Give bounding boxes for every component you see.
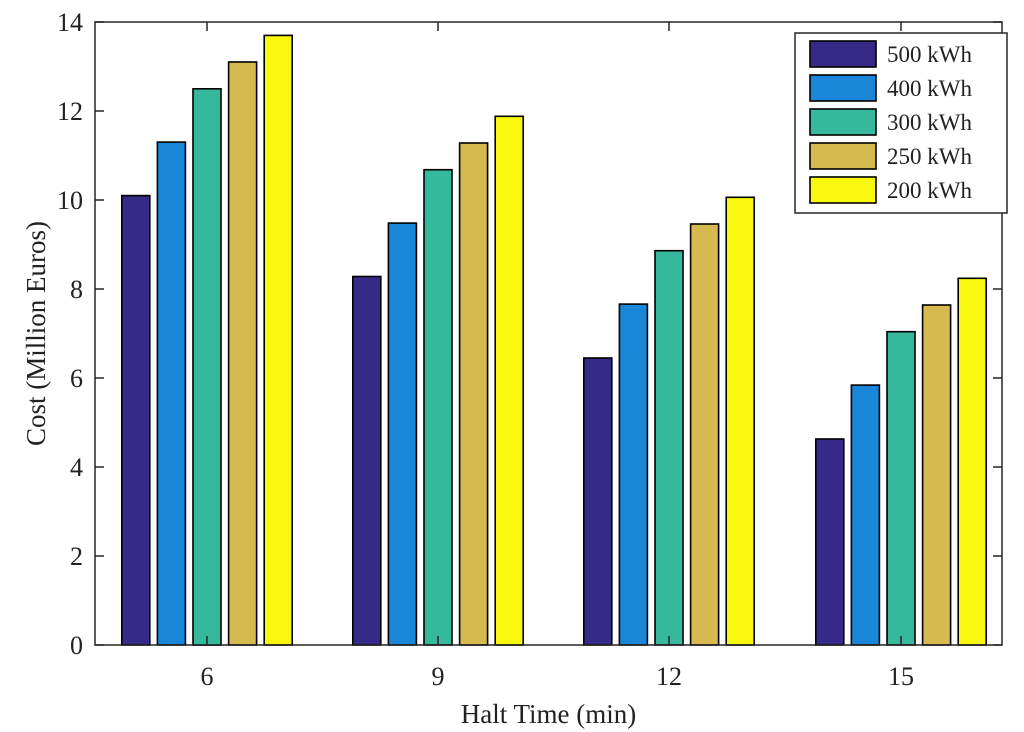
legend-label: 500 kWh	[887, 42, 972, 67]
legend-swatch	[810, 41, 876, 67]
bar-300-kwh-halt-6	[193, 89, 221, 645]
y-tick-label: 10	[57, 186, 83, 215]
legend-label: 400 kWh	[887, 76, 972, 101]
bar-200-kwh-halt-12	[726, 197, 754, 645]
bar-400-kwh-halt-9	[388, 223, 416, 645]
x-tick-label: 12	[656, 662, 682, 691]
bar-400-kwh-halt-15	[851, 385, 879, 645]
bar-500-kwh-halt-6	[122, 196, 150, 645]
bar-250-kwh-halt-6	[229, 62, 257, 645]
bar-500-kwh-halt-15	[816, 439, 844, 645]
bar-200-kwh-halt-15	[958, 278, 986, 645]
x-tick-label: 15	[888, 662, 914, 691]
y-tick-label: 0	[70, 631, 83, 660]
legend-swatch	[810, 75, 876, 101]
bar-200-kwh-halt-9	[495, 116, 523, 645]
legend-swatch	[810, 109, 876, 135]
bar-500-kwh-halt-12	[584, 358, 612, 645]
x-axis-title: Halt Time (min)	[461, 699, 637, 729]
legend: 500 kWh 400 kWh 300 kWh 250 kWh 200 kWh	[795, 33, 1007, 213]
bar-300-kwh-halt-15	[887, 332, 915, 645]
legend-swatch	[810, 177, 876, 203]
legend-label: 250 kWh	[887, 144, 972, 169]
legend-swatch	[810, 143, 876, 169]
bar-250-kwh-halt-12	[691, 224, 719, 645]
legend-label: 200 kWh	[887, 178, 972, 203]
y-tick-label: 4	[70, 453, 83, 482]
y-tick-label: 6	[70, 364, 83, 393]
y-tick-label: 14	[57, 8, 83, 37]
bar-300-kwh-halt-12	[655, 251, 683, 645]
x-tick-label: 6	[201, 662, 214, 691]
x-tick-label: 9	[432, 662, 445, 691]
y-tick-label: 12	[57, 97, 83, 126]
bar-250-kwh-halt-15	[923, 305, 951, 645]
bar-200-kwh-halt-6	[264, 35, 292, 645]
bar-400-kwh-halt-6	[157, 142, 185, 645]
y-tick-label: 2	[70, 542, 83, 571]
bar-300-kwh-halt-9	[424, 170, 452, 645]
y-tick-label: 8	[70, 275, 83, 304]
bar-400-kwh-halt-12	[619, 304, 647, 645]
y-axis-title: Cost (Million Euros)	[21, 221, 51, 446]
bar-500-kwh-halt-9	[353, 277, 381, 646]
legend-label: 300 kWh	[887, 110, 972, 135]
bar-chart: 0 2 4 6 8 10 12 14 6 9 12 15 Halt Time (min) Cost (…	[0, 0, 1024, 732]
bar-250-kwh-halt-9	[460, 143, 488, 645]
